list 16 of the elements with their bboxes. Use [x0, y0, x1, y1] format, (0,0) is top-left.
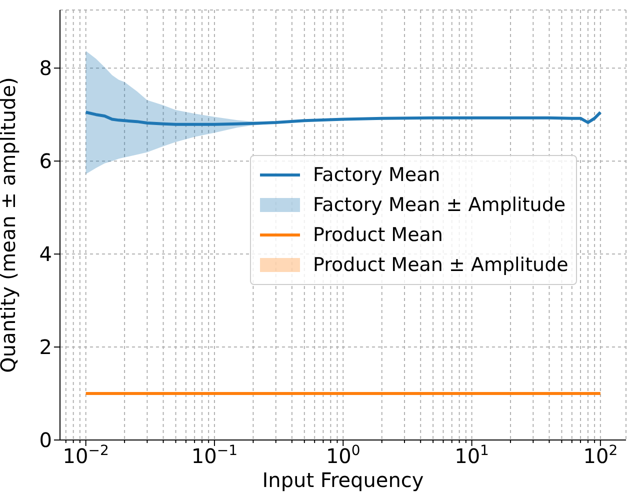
x-tick-label: 10$^{1}$ [454, 443, 489, 468]
annotation: Factory Mean ± Amplitude [313, 194, 566, 216]
x-tick-label: 10$^{−1}$ [191, 443, 238, 468]
y-axis-title: Quantity (mean ± amplitude) [0, 77, 20, 373]
annotation: Product Mean ± Amplitude [313, 254, 568, 276]
y-tick-label: 0 [39, 428, 52, 452]
y-tick-label: 2 [39, 335, 52, 360]
x-tick-label: 10$^{2}$ [583, 443, 618, 468]
y-tick-label: 6 [39, 149, 52, 174]
x-tick-label: 10$^{0}$ [326, 443, 360, 468]
y-tick-label: 4 [39, 242, 52, 266]
legend-label: Product Mean [313, 224, 443, 246]
x-tick-label: 10$^{−2}$ [62, 443, 109, 468]
x-axis-title: Input Frequency [262, 468, 424, 492]
legend-label: Factory Mean [313, 164, 440, 186]
y-tick-label: 8 [39, 56, 52, 80]
